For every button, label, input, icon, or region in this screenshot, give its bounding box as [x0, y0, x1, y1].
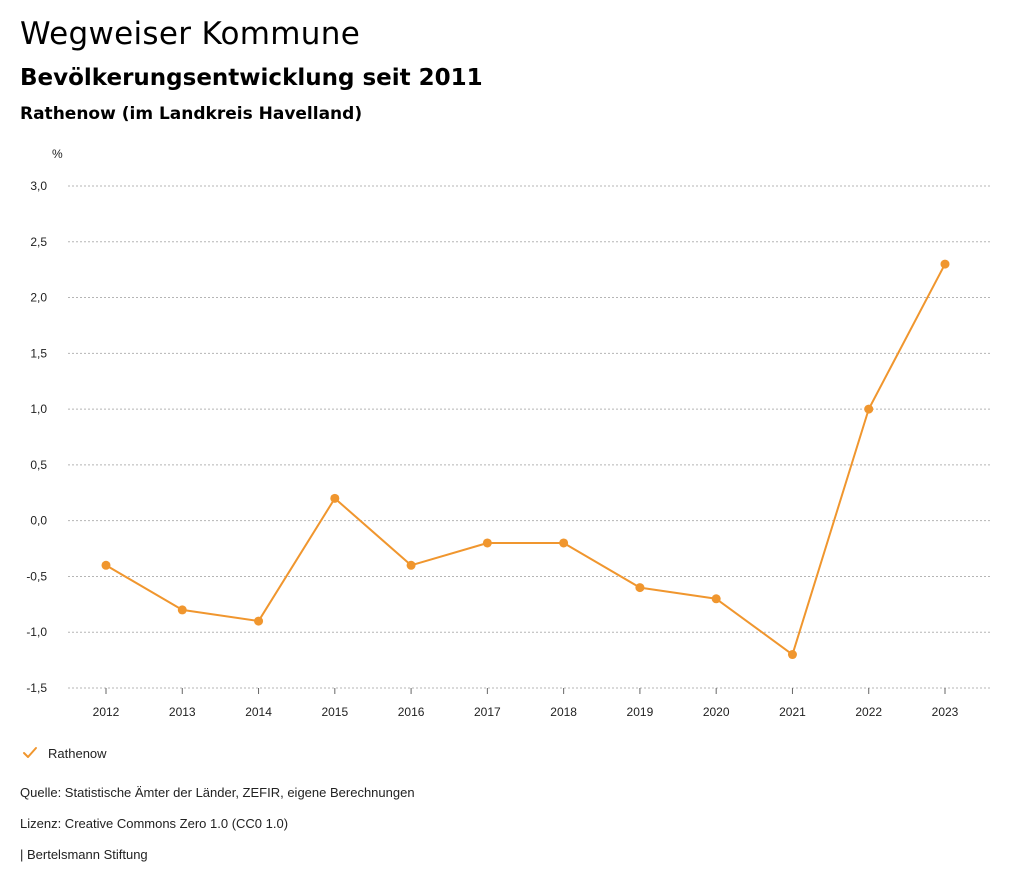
x-tick-label: 2023 — [932, 705, 959, 719]
source-note: Quelle: Statistische Ämter der Länder, Z… — [20, 785, 415, 800]
page-title: Wegweiser Kommune — [20, 16, 361, 52]
publisher-note: | Bertelsmann Stiftung — [20, 847, 148, 862]
legend-label: Rathenow — [48, 745, 107, 761]
y-tick-label: -1,0 — [26, 625, 47, 639]
x-tick-label: 2021 — [779, 705, 806, 719]
data-point — [482, 538, 492, 548]
x-tick-label: 2018 — [550, 705, 577, 719]
data-point — [711, 594, 721, 604]
data-point — [101, 560, 111, 570]
check-icon — [23, 747, 37, 758]
y-tick-label: 3,0 — [30, 179, 47, 193]
region-label: Rathenow (im Landkreis Havelland) — [20, 104, 363, 124]
x-tick-label: 2020 — [703, 705, 730, 719]
x-tick-label: 2022 — [855, 705, 882, 719]
data-point — [635, 583, 645, 593]
data-point — [254, 616, 264, 626]
y-tick-label: 1,0 — [30, 402, 47, 416]
license-note: Lizenz: Creative Commons Zero 1.0 (CC0 1… — [20, 816, 289, 831]
data-point — [559, 538, 569, 548]
line-chart: % -1,5 -1,0 -0,5 0,0 0,5 1,0 1,5 2,0 2,5 3,0 2012 20… — [26, 147, 990, 719]
y-axis-unit-label: % — [52, 147, 63, 161]
data-point — [787, 650, 797, 660]
data-point — [940, 259, 950, 269]
y-tick-label: 2,5 — [30, 235, 47, 249]
y-tick-label: -0,5 — [26, 569, 47, 583]
y-tick-label: 1,5 — [30, 346, 47, 360]
x-tick-label: 2015 — [321, 705, 348, 719]
x-tick-label: 2012 — [93, 705, 120, 719]
data-point — [177, 605, 187, 615]
x-tick-label: 2014 — [245, 705, 272, 719]
x-tick-label: 2017 — [474, 705, 501, 719]
chart-legend[interactable]: Rathenow — [22, 745, 107, 761]
x-tick-label: 2013 — [169, 705, 196, 719]
series-line — [105, 263, 946, 656]
data-point — [406, 560, 416, 570]
data-point — [330, 493, 340, 503]
chart-subtitle: Bevölkerungsentwicklung seit 2011 — [20, 65, 483, 91]
x-tick-label: 2016 — [398, 705, 425, 719]
y-tick-label: 0,0 — [30, 514, 47, 528]
x-tick-label: 2019 — [627, 705, 654, 719]
data-point — [864, 404, 874, 414]
y-tick-label: 0,5 — [30, 458, 47, 472]
y-tick-label: 2,0 — [30, 291, 47, 305]
y-tick-label: -1,5 — [26, 681, 47, 695]
